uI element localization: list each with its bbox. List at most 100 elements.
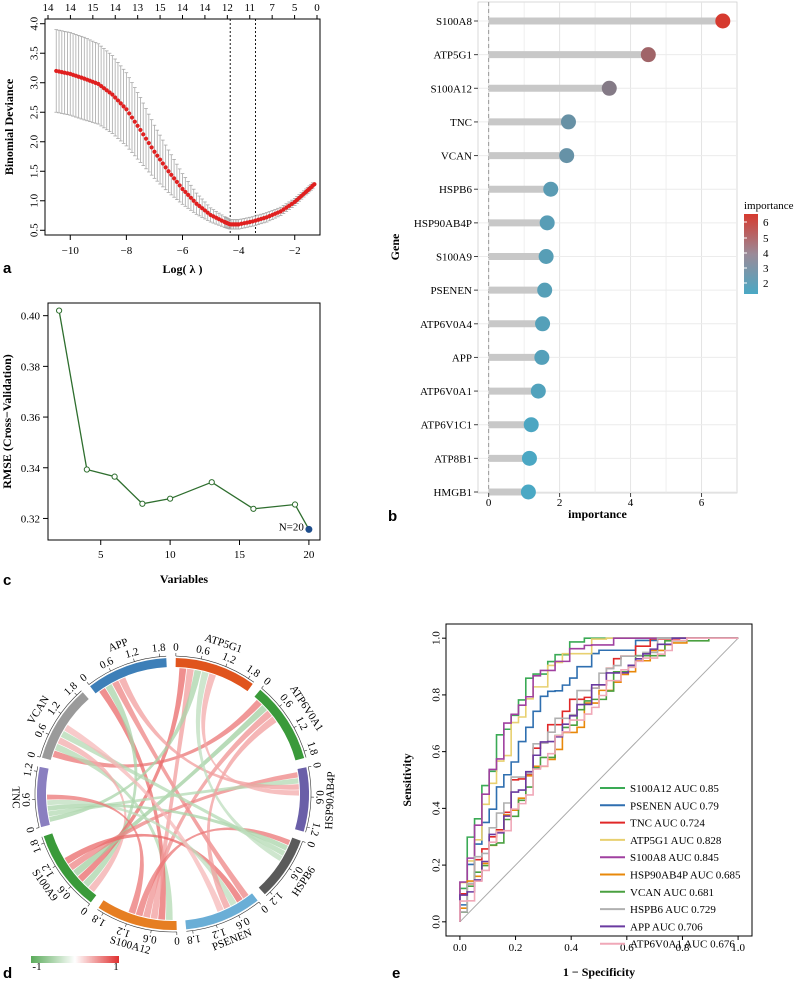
top-tick-label: 11 xyxy=(244,2,255,14)
data-point xyxy=(202,208,208,213)
sector-tick-label: 1.2 xyxy=(21,762,35,778)
sector-tick-label: 1.8 xyxy=(244,663,262,681)
x-tick-label: 4 xyxy=(628,497,634,509)
diagonal-reference xyxy=(459,637,739,923)
x-axis-label: Log( λ ) xyxy=(163,262,203,276)
data-point xyxy=(83,466,90,473)
sector-tick xyxy=(86,682,90,685)
data-point xyxy=(186,192,191,197)
y-tick-label: 1.0 xyxy=(431,631,443,645)
gene-label: HSPB6 xyxy=(439,184,473,196)
panel-label-b: b xyxy=(388,508,397,525)
sector-tick xyxy=(304,749,308,752)
roc-curve xyxy=(459,637,739,922)
y-axis-label: RMSE (Cross−Validation) xyxy=(0,354,14,489)
panel-b: S100A8 ATP5G1 S100A12 TNC VCAN HSPB6 HSP90AB4P… xyxy=(388,1,794,525)
data-point xyxy=(141,132,146,137)
chord-link xyxy=(206,716,277,910)
sector-tick xyxy=(293,725,297,728)
sector-tick-label: 0 xyxy=(25,750,38,759)
lollipop-head xyxy=(640,47,656,63)
top-tick-label: 15 xyxy=(155,2,167,14)
x-tick-label: 6 xyxy=(699,497,705,509)
sector-tick xyxy=(45,732,49,735)
legend-label: 2 xyxy=(763,278,769,290)
data-point xyxy=(194,201,199,206)
legend-entry: ATP6V0A1 AUC 0.676 xyxy=(630,939,735,951)
legend-entry: ATP5G1 AUC 0.828 xyxy=(630,835,722,847)
panel-label-a: a xyxy=(3,260,12,277)
legend-entry: HSP90AB4P AUC 0.685 xyxy=(630,870,741,882)
best-annotation: N=20 xyxy=(279,521,305,533)
deviance-points xyxy=(54,68,317,227)
sector-tick xyxy=(248,675,251,679)
rmse-line xyxy=(58,310,310,530)
y-tick-label: 0.38 xyxy=(21,361,41,373)
sector-tick-label: 1.2 xyxy=(115,924,132,940)
sector-axis xyxy=(305,766,312,833)
sector-arc xyxy=(295,767,309,832)
sector-tick xyxy=(52,865,56,868)
lollipop-head xyxy=(520,484,536,500)
lollipop-head xyxy=(543,181,559,197)
chord-link xyxy=(47,794,144,915)
sector-tick-label: 1.8 xyxy=(304,740,320,757)
gene-label: S100A9 xyxy=(436,252,473,264)
sector-tick-label: 1.8 xyxy=(28,837,44,855)
legend-entry: S100A12 AUC 0.85 xyxy=(630,783,719,795)
chord-link xyxy=(52,699,262,768)
sector-tick xyxy=(36,827,40,829)
sector-axis xyxy=(39,690,82,758)
lollipop-head xyxy=(601,80,617,96)
sector-tick-label: 0.6 xyxy=(142,932,158,946)
chord-link xyxy=(135,827,291,917)
data-point xyxy=(160,161,165,166)
gene-label: ATP8B1 xyxy=(434,453,472,465)
data-point xyxy=(183,189,188,195)
sector-tick-label: 0.6 xyxy=(233,914,251,931)
lollipop-head xyxy=(539,215,555,231)
y-tick-label: 1.0 xyxy=(29,193,41,207)
data-point xyxy=(155,153,160,158)
sector-axis xyxy=(34,766,40,828)
legend-entry: TNC AUC 0.724 xyxy=(630,818,705,830)
legend-max-label: 1 xyxy=(113,961,119,973)
x-axis-label: Variables xyxy=(160,572,209,586)
data-point xyxy=(250,505,257,512)
lollipop-head xyxy=(534,349,550,365)
sector-tick-label: 1.2 xyxy=(220,650,237,666)
gene-label: APP xyxy=(452,352,472,364)
data-point xyxy=(124,107,129,112)
data-point xyxy=(174,179,179,184)
data-point xyxy=(138,127,143,133)
top-tick-label: 14 xyxy=(43,2,55,14)
x-axis-label: importance xyxy=(568,507,627,521)
data-point xyxy=(197,203,202,209)
y-tick-label: 0.8 xyxy=(431,688,443,702)
gene-label: ATP5G1 xyxy=(433,50,472,62)
gene-label: HMGB1 xyxy=(433,487,472,499)
top-tick-label: 14 xyxy=(65,2,77,14)
sector-tick xyxy=(37,755,41,758)
sector-axis xyxy=(175,655,255,683)
y-axis-label: Gene xyxy=(388,233,402,260)
y-tick-label: 0.2 xyxy=(431,858,443,872)
x-tick-label: 10 xyxy=(165,549,177,561)
legend-colorbar xyxy=(744,214,758,294)
data-point xyxy=(115,98,121,103)
sector-axis xyxy=(41,836,90,905)
gene-label: ATP6V0A1 xyxy=(420,386,472,398)
x-tick-label: −2 xyxy=(289,245,301,257)
x-tick-label: 0.0 xyxy=(453,942,467,954)
sector-tick-label: 1.2 xyxy=(308,821,323,837)
sector-tick-label: 0.6 xyxy=(313,790,325,805)
panel-e: 0.0 0.2 0.4 0.6 0.8 1.0 0.0 0.2 0.4 0.6 0.8 1.0 1 − … xyxy=(392,623,753,982)
lollipop-head xyxy=(523,417,539,433)
sector-label: HSP90AB4P xyxy=(323,771,337,830)
sector-tick-label: 1.2 xyxy=(267,889,285,907)
sector-axis xyxy=(261,687,307,758)
x-tick-label: 5 xyxy=(98,549,104,561)
sector-arc xyxy=(175,658,253,692)
